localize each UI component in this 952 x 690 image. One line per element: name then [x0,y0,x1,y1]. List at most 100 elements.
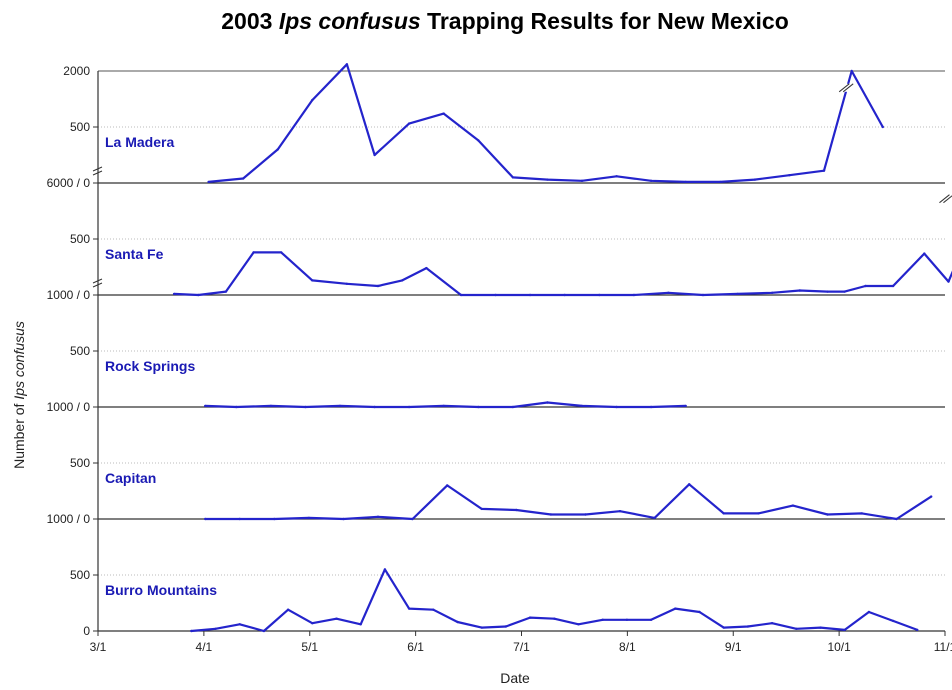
data-point-la-madera-9 [511,176,515,179]
data-point-burro-mountains-13 [504,625,508,628]
data-point-burro-mountains-21 [698,610,701,614]
data-point-capitan-11 [584,513,587,516]
data-point-la-madera-19 [850,69,853,73]
label-layer: 6000 / 0 500 2000 La Madera 1000 / 0 500 Santa… [47,64,952,654]
data-point-rock-springs-9 [511,405,515,409]
data-point-rock-springs-7 [442,404,445,408]
data-point-burro-mountains-10 [432,608,435,611]
data-point-rock-springs-2 [269,404,273,408]
data-point-capitan-14 [688,483,691,486]
y-axis-label-species: Ips confusus [11,321,27,400]
data-point-capitan-10 [549,513,553,516]
data-point-burro-mountains-9 [407,607,411,610]
data-point-santa-fe-15 [632,293,636,297]
data-point-la-madera-2 [276,148,279,151]
data-point-la-madera-5 [373,153,376,157]
data-point-la-madera-12 [615,175,618,178]
x-tick-label-3: 6/1 [407,640,424,654]
series-line-capitan [205,483,932,521]
data-point-burro-mountains-24 [770,622,774,625]
data-point-santa-fe-5 [311,279,314,282]
y-tick-label-la-madera-0: 6000 / 0 [47,176,91,190]
data-point-rock-springs-13 [649,405,653,409]
data-point-santa-fe-19 [770,291,774,294]
y-axis-label-part-1: Number of [11,400,27,469]
data-point-santa-fe-3 [252,251,255,254]
data-point-santa-fe-11 [494,293,497,297]
y-tick-label-santa-fe-1: 500 [70,232,90,246]
data-point-burro-mountains-18 [625,618,629,621]
panel-label-burro-mountains: Burro Mountains [105,582,217,598]
data-point-la-madera-3 [311,98,314,102]
data-point-capitan-0 [204,517,207,521]
data-point-burro-mountains-3 [262,629,266,633]
data-point-burro-mountains-2 [238,623,241,626]
data-point-santa-fe-8 [401,279,404,282]
y-tick-label-burro-mountains-0: 0 [83,624,90,638]
y-axis-label: Number of Ips confusus [11,321,27,469]
data-point-capitan-15 [722,512,725,515]
data-point-santa-fe-25 [923,252,926,255]
data-point-la-madera-4 [345,63,349,66]
data-point-santa-fe-21 [826,290,829,293]
data-point-la-madera-14 [684,180,687,184]
x-axis-label: Date [500,670,530,686]
data-point-burro-mountains-29 [891,619,895,623]
data-point-capitan-17 [791,504,795,507]
data-point-santa-fe-13 [563,293,566,297]
data-point-burro-mountains-16 [577,623,580,626]
data-point-santa-fe-9 [425,266,428,270]
title-part-3: Trapping Results for New Mexico [420,8,789,34]
data-point-rock-springs-12 [615,405,618,409]
data-point-santa-fe-16 [667,291,670,294]
data-point-santa-fe-0 [172,292,176,296]
x-tick-label-7: 10/1 [827,640,851,654]
x-tick-label-4: 7/1 [513,640,530,654]
series-break-mark-0-0 [838,83,850,93]
x-tick-label-6: 9/1 [725,640,742,654]
data-point-la-madera-16 [753,178,757,181]
y-tick-label-la-madera-2: 2000 [63,64,90,78]
data-point-capitan-6 [411,517,414,521]
data-point-la-madera-8 [477,139,480,142]
panel-label-santa-fe: Santa Fe [105,246,164,262]
data-point-capitan-13 [653,516,656,520]
data-point-rock-springs-6 [407,405,411,409]
axis-layer [92,70,946,636]
y-tick-label-capitan-1: 500 [70,456,90,470]
data-point-burro-mountains-6 [335,617,338,620]
data-point-santa-fe-24 [891,284,895,288]
data-point-capitan-12 [618,510,622,513]
x-tick-label-0: 3/1 [90,640,107,654]
y-tick-label-rock-springs-0: 1000 / 0 [47,400,91,414]
title-species: Ips confusus [278,8,421,34]
y-tick-label-burro-mountains-1: 500 [70,568,90,582]
data-point-capitan-18 [826,513,829,516]
data-point-capitan-9 [515,508,518,512]
series-line-la-madera [208,63,884,183]
data-point-la-madera-18 [822,169,826,172]
series-layer [172,63,952,633]
data-point-capitan-2 [273,517,276,521]
series-break-mark-0-1 [842,83,854,93]
data-point-santa-fe-14 [598,293,601,297]
data-point-burro-mountains-15 [553,617,556,620]
x-tick-label-8: 11/1 [934,640,952,654]
data-point-burro-mountains-19 [649,618,653,621]
data-point-la-madera-15 [719,180,722,184]
data-point-burro-mountains-14 [528,616,532,619]
data-point-burro-mountains-11 [456,620,459,624]
data-point-santa-fe-22 [843,290,846,293]
data-point-burro-mountains-0 [190,629,193,633]
data-point-rock-springs-1 [235,405,238,409]
data-point-burro-mountains-22 [722,626,725,629]
data-point-burro-mountains-1 [214,627,217,630]
data-point-rock-springs-0 [204,404,207,408]
y-tick-label-rock-springs-1: 500 [70,344,90,358]
data-point-capitan-7 [446,484,449,487]
data-point-rock-springs-10 [546,401,549,404]
x-tick-label-1: 4/1 [196,640,213,654]
data-point-santa-fe-26 [947,280,950,283]
series-line-santa-fe [174,251,952,297]
